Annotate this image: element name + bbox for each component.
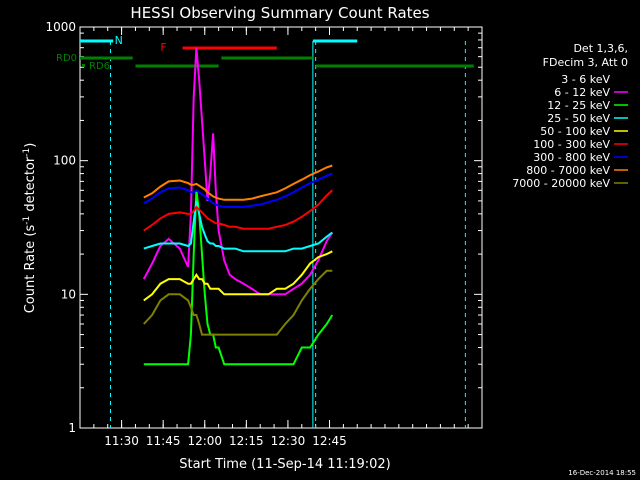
chart-title: HESSI Observing Summary Count Rates [130, 4, 429, 22]
x-tick-label-4: 12:30 [271, 434, 306, 448]
y-axis-label-mid: detector [23, 156, 38, 216]
legend-label-2: 12 - 25 keV [547, 99, 610, 112]
series-line-6 [143, 172, 333, 208]
legend-label-0: 3 - 6 keV [561, 73, 610, 86]
y-axis-label-sup1: -1 [22, 216, 32, 225]
x-tick-label-2: 12:00 [187, 434, 222, 448]
series-lines [142, 47, 334, 366]
y-tick-label-1: 10 [61, 287, 76, 301]
y-tick-label-2: 100 [53, 154, 76, 168]
flare-label: F [160, 41, 166, 54]
series-line-8 [143, 269, 333, 336]
series-line-3 [143, 200, 333, 253]
timestamp: 16-Dec-2014 18:55 [568, 469, 636, 477]
plot-area [79, 26, 483, 429]
x-tick-label-1: 11:45 [146, 434, 181, 448]
legend-label-8: 7000 - 20000 keV [512, 177, 610, 190]
legend-label-1: 6 - 12 keV [554, 86, 610, 99]
rd0-label: RD0 [56, 53, 77, 64]
series-line-0 [143, 96, 334, 272]
y-axis-label-sup2: -1 [22, 148, 32, 157]
legend-label-3: 25 - 50 keV [547, 112, 610, 125]
legend-header-line-1: Det 1,3,6, [573, 42, 628, 55]
night-label: N [115, 34, 123, 47]
plot-border [79, 26, 483, 429]
series-line-7 [143, 164, 333, 201]
series-line-1 [142, 47, 334, 296]
y-axis-label-main: Count Rate (s [23, 225, 38, 314]
x-tick-label-0: 11:30 [104, 434, 139, 448]
y-axis-label-end: ) [23, 143, 38, 148]
y-axis: 1 10 100 1000 [45, 20, 482, 435]
x-tick-label-3: 12:15 [229, 434, 264, 448]
legend-label-7: 800 - 7000 keV [526, 164, 610, 177]
x-tick-label-5: 12:45 [312, 434, 347, 448]
series-line-2 [143, 190, 334, 366]
y-tick-label-3: 1000 [45, 20, 76, 34]
legend-label-4: 50 - 100 keV [540, 125, 610, 138]
legend-label-6: 300 - 800 keV [533, 151, 610, 164]
legend-label-5: 100 - 300 keV [533, 138, 610, 151]
rd6-marker [82, 64, 85, 67]
x-axis-label: Start Time (11-Sep-14 11:19:02) [179, 457, 390, 472]
legend-header-line-2: FDecim 3, Att 0 [543, 56, 628, 69]
x-axis: 11:30 11:45 12:00 12:15 12:30 12:45 [93, 27, 469, 448]
y-axis-label: Count Rate (s-1 detector-1) [22, 143, 38, 314]
observing-flags: N F RD0 RD6 [56, 34, 474, 428]
y-tick-label-0: 1 [68, 421, 76, 435]
rd6-label: RD6 [89, 61, 110, 72]
series-line-5 [143, 189, 333, 232]
series-line-4 [143, 250, 333, 302]
